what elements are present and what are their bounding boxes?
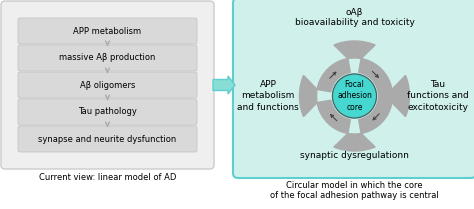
Polygon shape <box>334 41 375 59</box>
Text: Aβ oligomers: Aβ oligomers <box>80 80 135 89</box>
Text: synaptic dysregulationn: synaptic dysregulationn <box>300 151 409 160</box>
Text: APP metabolism: APP metabolism <box>73 27 142 36</box>
Text: massive Aβ production: massive Aβ production <box>59 54 155 62</box>
FancyBboxPatch shape <box>233 0 474 178</box>
FancyBboxPatch shape <box>18 18 197 44</box>
Polygon shape <box>317 59 350 92</box>
Circle shape <box>332 74 376 118</box>
FancyBboxPatch shape <box>18 99 197 125</box>
Polygon shape <box>359 100 392 133</box>
Text: APP
metabolism
and functions: APP metabolism and functions <box>237 80 299 112</box>
Text: of the focal adhesion pathway is central: of the focal adhesion pathway is central <box>270 191 439 200</box>
Text: Circular model in which the core: Circular model in which the core <box>286 181 423 190</box>
FancyBboxPatch shape <box>18 126 197 152</box>
FancyBboxPatch shape <box>18 72 197 98</box>
Polygon shape <box>392 75 410 117</box>
Text: Focal
adhesion
core: Focal adhesion core <box>337 80 372 112</box>
FancyBboxPatch shape <box>18 45 197 71</box>
Polygon shape <box>213 76 235 94</box>
Polygon shape <box>334 133 375 151</box>
Text: Tau
functions and
excitotoxicity: Tau functions and excitotoxicity <box>407 80 469 112</box>
FancyBboxPatch shape <box>1 1 214 169</box>
Polygon shape <box>359 59 392 103</box>
Text: oAβ: oAβ <box>346 8 363 17</box>
Text: bioavailability and toxicity: bioavailability and toxicity <box>294 18 414 27</box>
Polygon shape <box>300 75 317 117</box>
Text: synapse and neurite dysfunction: synapse and neurite dysfunction <box>38 135 177 144</box>
Text: Current view: linear model of AD: Current view: linear model of AD <box>39 173 176 182</box>
Polygon shape <box>317 100 350 133</box>
Text: Tau pathology: Tau pathology <box>78 107 137 116</box>
